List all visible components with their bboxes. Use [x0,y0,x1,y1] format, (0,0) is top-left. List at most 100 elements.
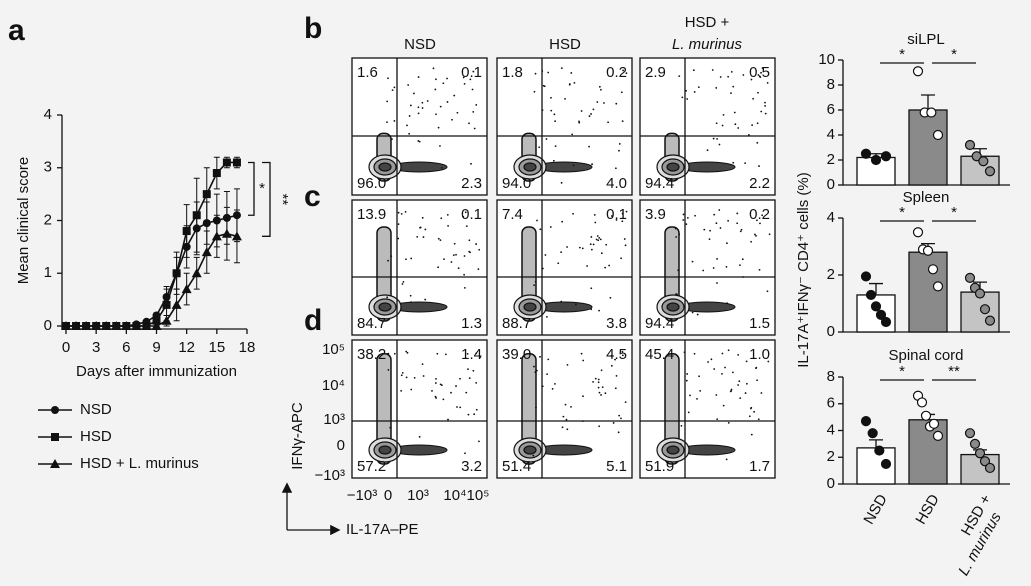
marker [192,211,201,220]
event-dot [439,383,442,386]
event-dot [455,385,457,387]
marker [231,231,242,241]
significance: * [899,204,905,221]
marker [61,321,71,330]
event-dot [715,222,718,225]
event-dot [408,115,411,117]
event-dot [757,74,760,76]
event-dot [400,212,403,215]
event-dot [464,211,467,214]
event-dot [437,126,440,129]
event-dot [614,167,617,170]
event-dot [564,97,566,100]
event-dot [547,358,550,361]
bar [856,294,896,333]
event-dot [718,209,721,211]
y-tick-label: 4 [44,106,52,123]
quadrant-value: 39.0 [502,346,531,363]
event-dot [621,212,624,215]
event-dot [745,382,748,385]
y-tick-label: 1 [44,264,52,281]
data-point [932,281,944,292]
event-dot [685,223,688,225]
event-dot [546,373,549,376]
event-dot [732,85,735,88]
y-tick-label: 2 [827,266,835,283]
marker [212,169,221,178]
event-dot [475,104,478,106]
column-header: NSD [404,36,436,53]
event-dot [732,161,735,164]
axis-label: IFNγ-APC [289,402,306,470]
event-dot [439,145,441,147]
event-dot [418,435,421,438]
quadrant-value: 51.4 [502,458,531,475]
event-dot [554,145,557,148]
event-dot [588,145,590,148]
event-dot [598,85,601,88]
event-dot [712,137,715,140]
event-dot [744,392,747,394]
event-dot [387,369,390,371]
event-dot [759,222,761,225]
event-dot [421,363,424,366]
density-contour [666,162,680,172]
event-dot [468,122,470,125]
event-dot [607,121,609,124]
event-dot [535,369,538,372]
data-point [860,416,872,427]
event-dot [566,428,569,431]
x-tick-label: HSD [912,491,943,527]
data-point [870,154,882,166]
event-dot [469,78,472,81]
data-point [964,139,976,151]
event-dot [554,383,556,385]
event-dot [404,210,407,213]
event-dot [450,261,453,263]
event-dot [744,162,747,164]
y-tick-label: 2 [44,211,52,228]
y-tick-label: 0 [827,323,835,340]
density-streak [376,353,392,465]
event-dot [434,382,437,384]
quadrant-value: 0.2 [749,206,770,223]
event-dot [621,350,624,353]
event-dot [691,311,694,314]
y-tick-label: 4 [827,126,835,143]
quadrant-value: 0.1 [461,206,482,223]
event-dot [582,395,584,398]
event-dot [598,236,601,239]
event-dot [539,228,542,231]
event-dot [397,237,400,240]
quadrant-value: 0.1 [606,206,627,223]
quadrant-value: 0.2 [606,64,627,81]
event-dot [733,111,736,114]
event-dot [475,381,478,384]
data-point [969,438,981,449]
data-point [880,151,892,162]
data-point [916,397,928,408]
flow-plot [496,339,633,479]
x-tick-label: 18 [239,339,256,356]
event-dot [410,301,412,304]
event-dot [737,384,740,386]
event-dot [463,273,466,276]
event-dot [534,72,537,75]
event-dot [413,92,415,95]
event-dot [391,89,394,92]
event-dot [410,257,413,260]
event-dot [422,375,425,377]
event-dot [560,181,563,184]
event-dot [740,228,743,231]
event-dot [742,74,745,76]
event-dot [557,262,560,265]
marker [121,321,132,330]
event-dot [725,458,728,461]
marker [172,269,181,278]
data-point [964,428,976,439]
marker [191,268,202,278]
marker [152,316,161,325]
event-dot [621,220,624,223]
event-dot [592,243,595,246]
event-dot [456,111,459,114]
